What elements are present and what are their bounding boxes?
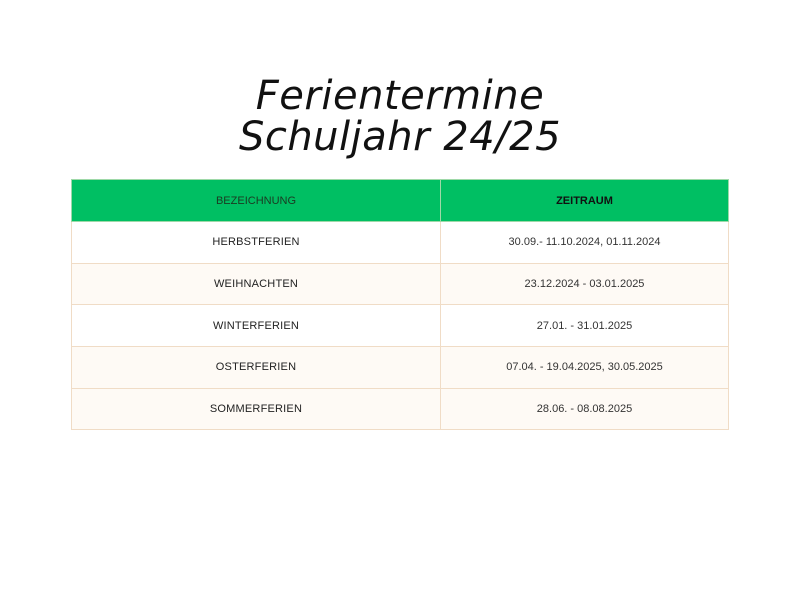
table-header-row: BEZEICHNUNG ZEITRAUM [71, 179, 729, 222]
column-header-zeitraum: ZEITRAUM [440, 179, 729, 222]
table-row: OSTERFERIEN 07.04. - 19.04.2025, 30.05.20… [71, 346, 729, 389]
holiday-name: WEIHNACHTEN [71, 262, 441, 306]
holiday-range: 30.09.- 11.10.2024, 01.11.2024 [440, 221, 729, 264]
holiday-table: BEZEICHNUNG ZEITRAUM HERBSTFERIEN 30.09.-… [71, 179, 729, 431]
table-row: WEIHNACHTEN 23.12.2024 - 03.01.2025 [71, 262, 729, 306]
holiday-name: HERBSTFERIEN [71, 221, 441, 264]
holiday-name: SOMMERFERIEN [71, 387, 441, 431]
holiday-name: OSTERFERIEN [71, 346, 441, 389]
title-line-1: Ferientermine [255, 73, 545, 119]
holiday-range: 07.04. - 19.04.2025, 30.05.2025 [440, 346, 729, 389]
table-row: SOMMERFERIEN 28.06. - 08.08.2025 [71, 387, 729, 431]
title-line-2: Schuljahr 24/25 [238, 114, 562, 160]
table-row: WINTERFERIEN 27.01. - 31.01.2025 [71, 304, 729, 348]
table-row: HERBSTFERIEN 30.09.- 11.10.2024, 01.11.20… [71, 221, 729, 264]
column-header-bezeichnung: BEZEICHNUNG [71, 179, 441, 222]
holiday-name: WINTERFERIEN [71, 304, 441, 348]
holiday-range: 28.06. - 08.08.2025 [440, 387, 729, 431]
holiday-range: 23.12.2024 - 03.01.2025 [440, 262, 729, 306]
holiday-range: 27.01. - 31.01.2025 [440, 304, 729, 348]
page-title: Ferientermine Schuljahr 24/25 [0, 76, 800, 158]
